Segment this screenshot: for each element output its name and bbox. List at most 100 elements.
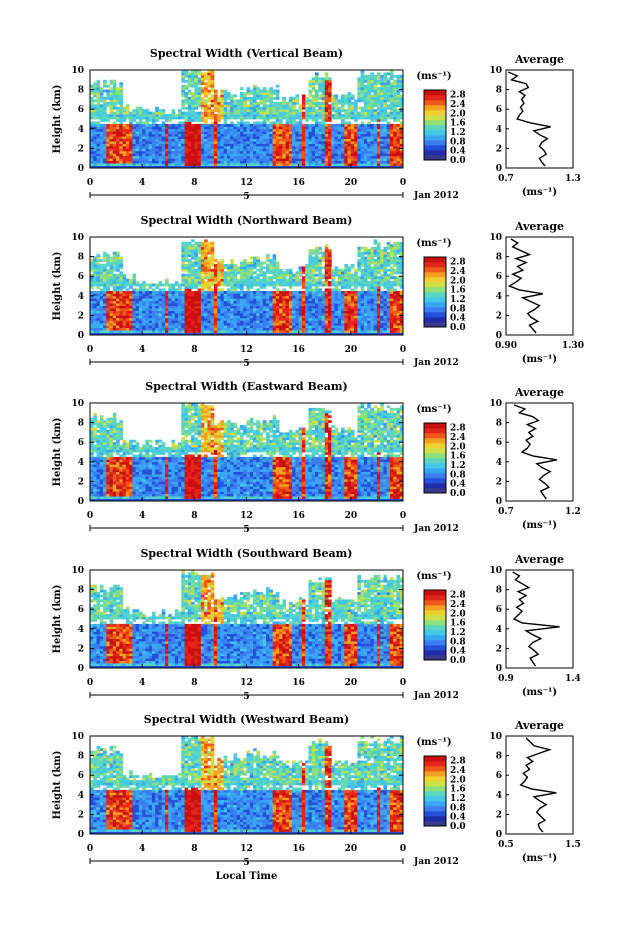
heatmap-cell <box>295 305 300 309</box>
heatmap-cell <box>197 317 202 321</box>
heatmap-cell <box>197 259 202 262</box>
heatmap-cell <box>363 141 368 144</box>
heatmap-cell <box>266 104 270 108</box>
heatmap-cell <box>200 155 205 159</box>
heatmap-cell <box>341 128 345 132</box>
heatmap-cell <box>155 128 159 132</box>
heatmap-cell <box>129 163 133 166</box>
heatmap-cell <box>90 138 94 142</box>
heatmap-cell <box>122 320 127 324</box>
heatmap-cell <box>220 330 225 333</box>
heatmap-cell <box>200 163 205 166</box>
heatmap-cell <box>233 138 238 142</box>
heatmap-cell <box>324 84 329 88</box>
heatmap-cell <box>285 131 290 135</box>
heatmap-cell <box>90 283 94 287</box>
heatmap-cell <box>220 308 225 311</box>
heatmap-cell <box>295 160 300 164</box>
heatmap-cell <box>262 94 267 98</box>
heatmap-cell <box>213 303 218 306</box>
heatmap-cell <box>259 138 264 142</box>
heatmap-cell <box>295 158 300 162</box>
heatmap-cell <box>230 320 234 324</box>
heatmap-cell <box>142 295 146 299</box>
heatmap-cell <box>347 143 352 147</box>
heatmap-cell <box>233 131 238 135</box>
heatmap-cell <box>194 116 198 120</box>
heatmap-cell <box>376 148 381 152</box>
heatmap-cell <box>311 283 316 287</box>
heatmap-cell <box>266 138 270 142</box>
heatmap-cell <box>191 101 195 105</box>
heatmap-cell <box>204 290 208 294</box>
heatmap-cell <box>328 79 332 83</box>
heatmap-cell <box>298 312 303 316</box>
heatmap-cell <box>236 286 241 289</box>
heatmap-cell <box>223 305 228 309</box>
heatmap-cell <box>311 128 316 132</box>
heatmap-cell <box>256 123 260 127</box>
heatmap-cell <box>246 138 251 142</box>
heatmap-cell <box>236 101 241 105</box>
heatmap-cell <box>181 249 185 253</box>
heatmap-cell <box>370 153 375 157</box>
heatmap-cell <box>138 293 143 297</box>
heatmap-cell <box>282 136 287 139</box>
heatmap-cell <box>223 136 228 139</box>
heatmap-cell <box>239 305 244 309</box>
heatmap-cell <box>230 271 234 275</box>
heatmap-cell <box>275 133 280 137</box>
heatmap-cell <box>246 308 251 311</box>
heatmap-cell <box>256 281 260 284</box>
heatmap-cell <box>275 261 280 265</box>
heatmap-cell <box>266 141 270 144</box>
heatmap-cell <box>285 160 290 164</box>
heatmap-cell <box>285 119 290 122</box>
heatmap-cell <box>266 126 270 130</box>
heatmap-cell <box>93 256 97 260</box>
heatmap-cell <box>96 101 101 105</box>
heatmap-cell <box>285 300 290 304</box>
heatmap-cell <box>253 303 257 306</box>
heatmap-cell <box>311 136 316 139</box>
heatmap-cell <box>275 136 280 139</box>
heatmap-cell <box>357 77 362 81</box>
heatmap-cell <box>341 141 345 144</box>
heatmap-cell <box>308 263 313 267</box>
heatmap-cell <box>164 148 169 152</box>
heatmap-cell <box>210 70 215 73</box>
heatmap-cell <box>171 131 176 135</box>
heatmap-cell <box>301 312 306 316</box>
heatmap-cell <box>233 298 238 302</box>
heatmap-cell <box>386 143 391 147</box>
heatmap-cell <box>106 305 110 309</box>
heatmap-cell <box>119 96 123 100</box>
heatmap-cell <box>266 256 270 260</box>
heatmap-cell <box>217 131 221 135</box>
heatmap-cell <box>191 133 195 137</box>
heatmap-cell <box>96 133 101 137</box>
heatmap-cell <box>275 94 280 98</box>
heatmap-cell <box>253 133 257 137</box>
heatmap-cell <box>239 109 244 113</box>
heatmap-cell <box>272 131 277 135</box>
heatmap-cell <box>305 153 309 157</box>
heatmap-cell <box>272 281 277 284</box>
heatmap-cell <box>99 322 104 326</box>
heatmap-cell <box>272 133 277 137</box>
heatmap-cell <box>129 286 133 289</box>
heatmap-cell <box>380 143 384 147</box>
heatmap-cell <box>112 254 117 257</box>
heatmap-cell <box>119 123 123 127</box>
heatmap-cell <box>367 74 371 78</box>
heatmap-cell <box>236 141 241 144</box>
heatmap-cell <box>262 322 267 326</box>
heatmap-cell <box>220 288 225 292</box>
heatmap-cell <box>308 145 313 149</box>
heatmap-cell <box>223 133 228 137</box>
heatmap-cell <box>389 141 394 144</box>
heatmap-cell <box>106 290 110 294</box>
heatmap-cell <box>324 72 329 76</box>
heatmap-cell <box>210 82 215 86</box>
heatmap-cell <box>239 145 244 149</box>
